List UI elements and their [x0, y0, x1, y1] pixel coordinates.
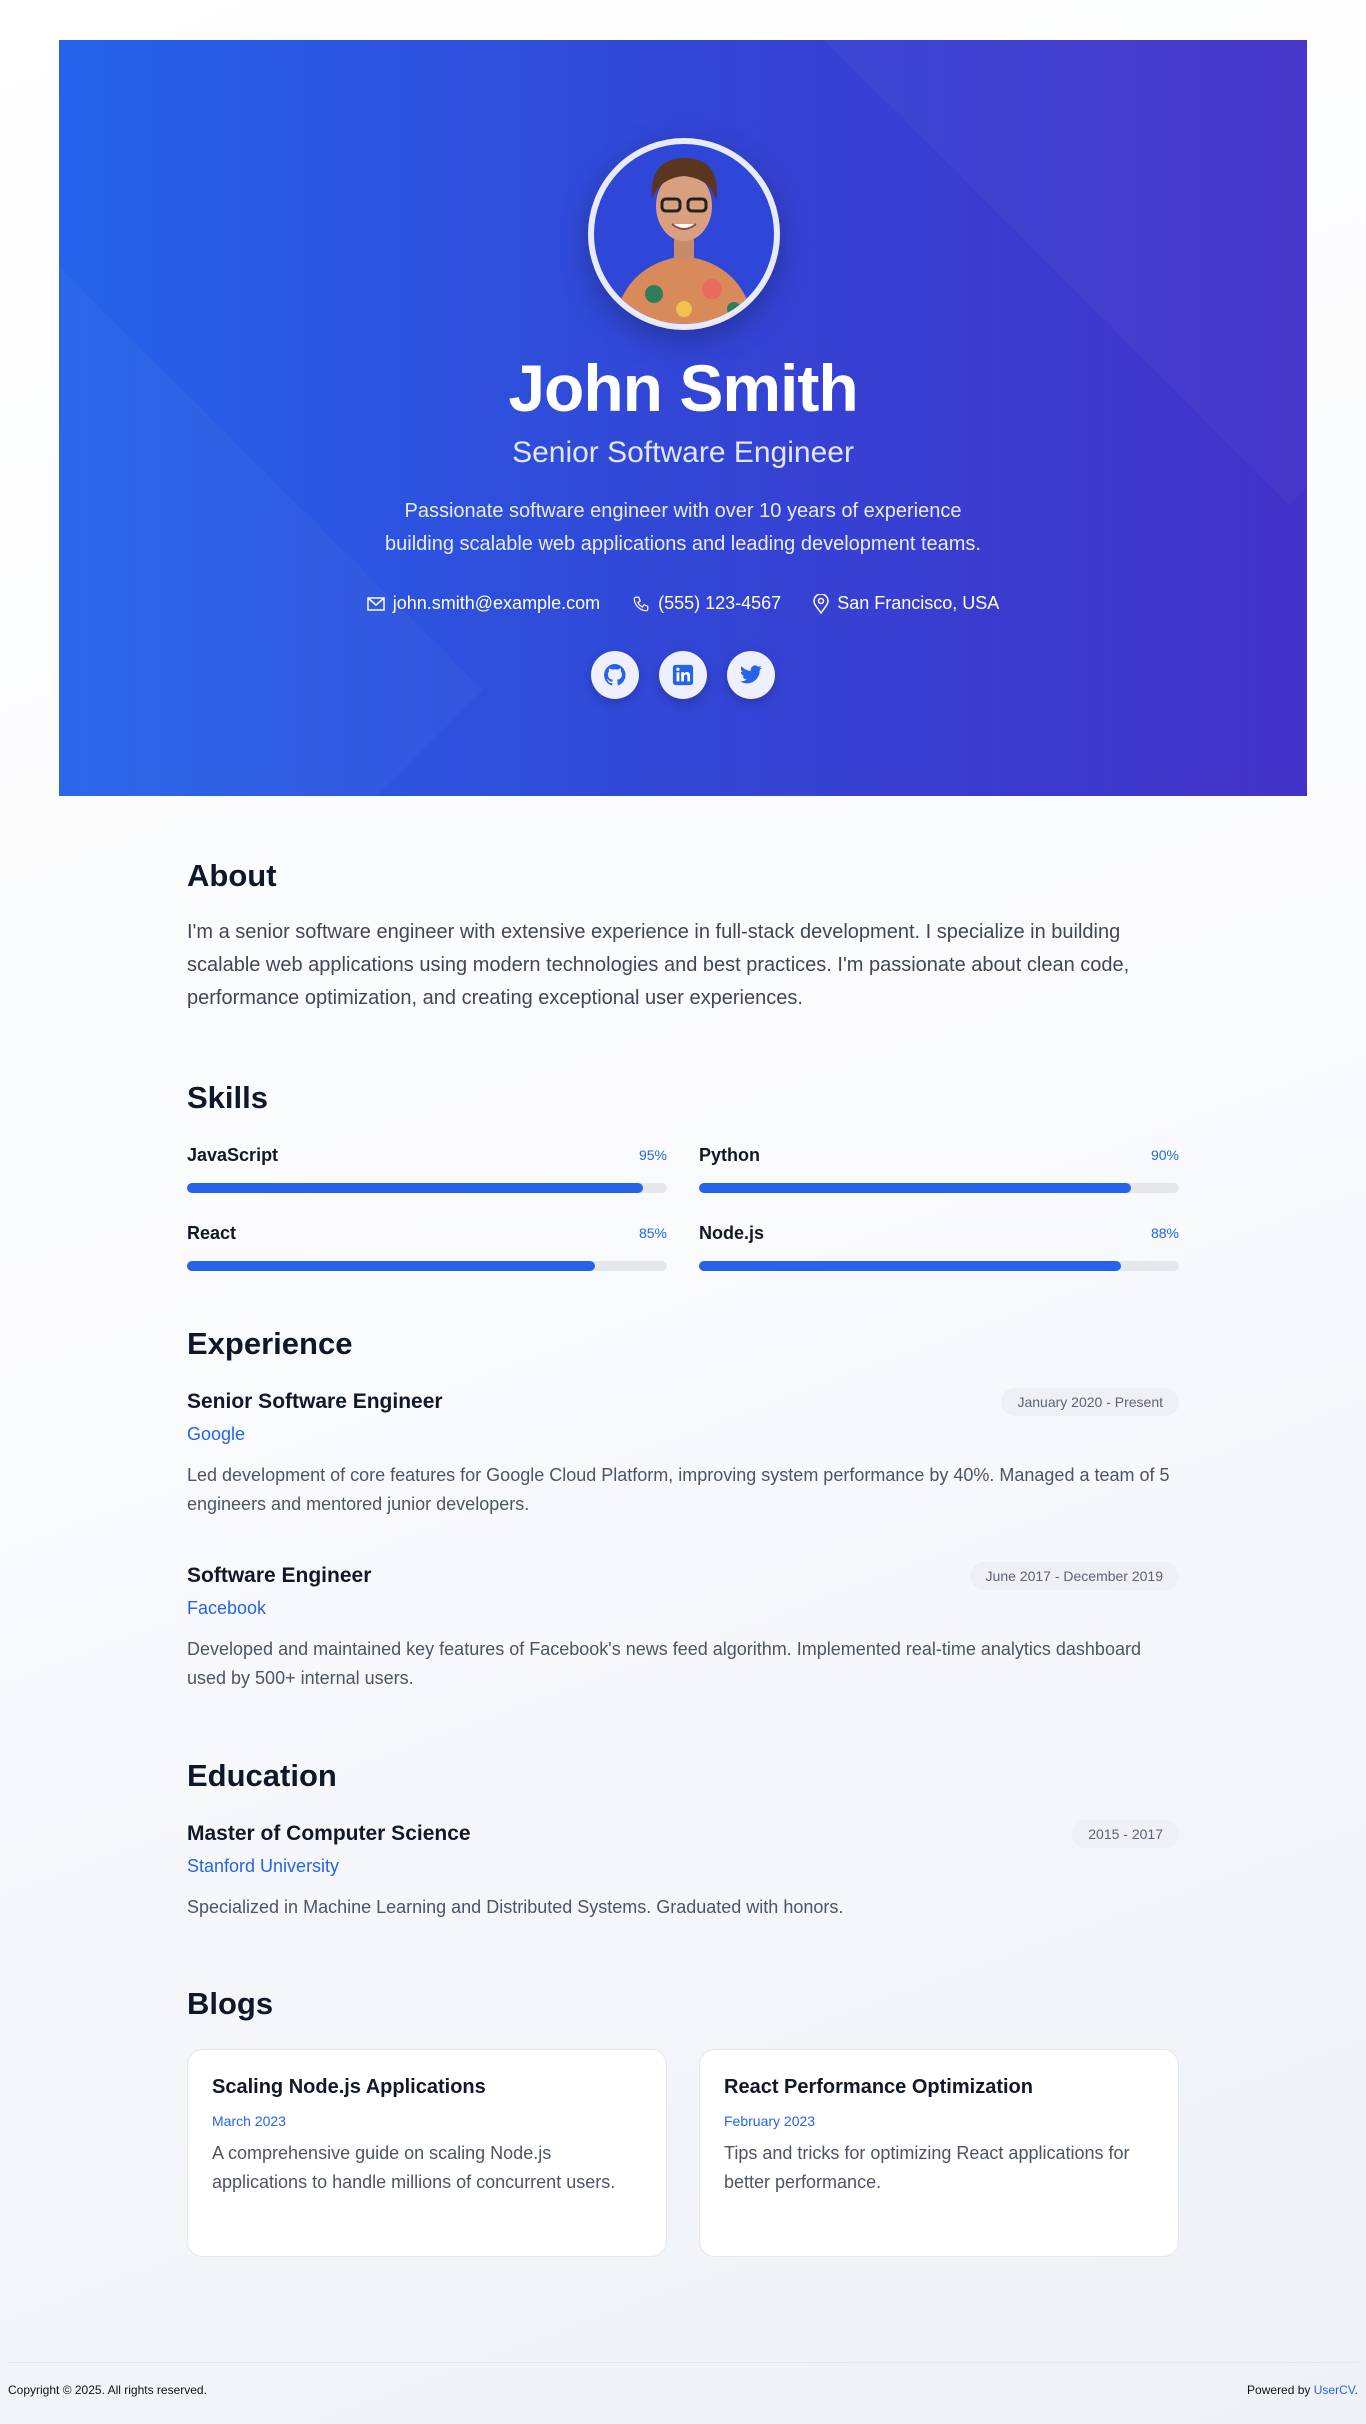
date-badge: January 2020 - Present — [1001, 1388, 1179, 1416]
blog-card[interactable]: React Performance Optimization February … — [699, 2049, 1179, 2257]
job-description: Developed and maintained key features of… — [187, 1639, 1141, 1688]
blog-title: React Performance Optimization — [724, 2076, 1033, 2098]
skill-percent: 95% — [638, 1147, 667, 1163]
skill-name: Python — [699, 1145, 760, 1165]
skill-progress-fill — [699, 1261, 1122, 1271]
job-title: Software Engineer — [187, 1564, 372, 1587]
section-heading: Blogs — [187, 1986, 274, 2021]
skill-progress-bar — [699, 1183, 1179, 1193]
twitter-link[interactable] — [727, 651, 775, 699]
github-icon — [604, 664, 626, 686]
blog-description: A comprehensive guide on scaling Node.js… — [212, 2143, 616, 2192]
blog-description: Tips and tricks for optimizing React app… — [724, 2143, 1130, 2192]
skill-item: React 85% — [187, 1223, 667, 1271]
contact-location: San Francisco, USA — [813, 593, 999, 614]
skill-progress-fill — [187, 1261, 595, 1271]
skills-section: Skills JavaScript 95% Python 90% React 8… — [187, 1080, 1179, 1280]
job-description: Led development of core features for Goo… — [187, 1465, 1170, 1514]
profile-title: Senior Software Engineer — [512, 436, 854, 469]
section-heading: About — [187, 858, 277, 893]
profile-name: John Smith — [508, 351, 858, 425]
contact-info: john.smith@example.com (555) 123-4567 Sa… — [59, 593, 1307, 614]
skill-progress-bar — [187, 1261, 667, 1271]
linkedin-link[interactable] — [659, 651, 707, 699]
skill-progress-fill — [699, 1183, 1131, 1193]
skill-progress-bar — [187, 1183, 667, 1193]
phone-icon — [633, 596, 649, 611]
copyright-text: Copyright © 2025. All rights reserved. — [8, 2383, 207, 2397]
footer: Copyright © 2025. All rights reserved. P… — [8, 2362, 1358, 2397]
phone-text: (555) 123-4567 — [658, 593, 782, 613]
blog-date: March 2023 — [212, 2113, 286, 2129]
about-text: I'm a senior software engineer with exte… — [187, 921, 1130, 1009]
company-name: Facebook — [187, 1598, 267, 1618]
social-links — [59, 651, 1307, 699]
section-heading: Skills — [187, 1080, 268, 1115]
experience-section: Experience Senior Software Engineer Janu… — [187, 1326, 1179, 1726]
education-section: Education Master of Computer Science 201… — [187, 1758, 1179, 1958]
contact-email[interactable]: john.smith@example.com — [366, 593, 601, 614]
about-section: About I'm a senior software engineer wit… — [187, 858, 1179, 1015]
skill-percent: 85% — [638, 1225, 667, 1241]
github-link[interactable] — [591, 651, 639, 699]
section-heading: Experience — [187, 1326, 353, 1361]
company-name: Google — [187, 1424, 246, 1444]
job-title: Senior Software Engineer — [187, 1390, 443, 1413]
contact-phone[interactable]: (555) 123-4567 — [632, 593, 781, 614]
skill-percent: 88% — [1150, 1225, 1179, 1241]
map-pin-icon — [813, 593, 829, 614]
skill-progress-fill — [187, 1183, 643, 1193]
blog-title: Scaling Node.js Applications — [212, 2076, 486, 2098]
hero-header: John Smith Senior Software Engineer Pass… — [59, 40, 1307, 796]
school-name: Stanford University — [187, 1856, 340, 1876]
skill-name: JavaScript — [187, 1145, 279, 1165]
skill-name: React — [187, 1223, 237, 1243]
date-badge: 2015 - 2017 — [1072, 1820, 1179, 1848]
email-text: john.smith@example.com — [392, 593, 601, 613]
skill-percent: 90% — [1150, 1147, 1179, 1163]
blog-card[interactable]: Scaling Node.js Applications March 2023 … — [187, 2049, 667, 2257]
date-badge: June 2017 - December 2019 — [969, 1562, 1179, 1590]
twitter-icon — [740, 665, 762, 684]
section-heading: Education — [187, 1758, 337, 1793]
blog-date: February 2023 — [724, 2113, 816, 2129]
degree-title: Master of Computer Science — [187, 1822, 471, 1845]
experience-item: Senior Software Engineer January 2020 - … — [187, 1388, 1179, 1519]
skill-item: Node.js 88% — [699, 1223, 1179, 1271]
skill-item: JavaScript 95% — [187, 1145, 667, 1193]
linkedin-icon — [672, 664, 694, 686]
experience-item: Software Engineer June 2017 - December 2… — [187, 1562, 1179, 1693]
usercv-link[interactable]: UserCV — [1313, 2383, 1355, 2397]
powered-prefix: Powered by — [1247, 2383, 1314, 2397]
powered-by: Powered by UserCV. — [1247, 2383, 1358, 2397]
mail-icon — [366, 596, 385, 611]
education-item: Master of Computer Science 2015 - 2017 S… — [187, 1820, 1179, 1922]
powered-suffix: . — [1354, 2383, 1358, 2397]
skill-progress-bar — [699, 1261, 1179, 1271]
skill-item: Python 90% — [699, 1145, 1179, 1193]
blogs-section: Blogs Scaling Node.js Applications March… — [187, 1986, 1179, 2266]
profile-tagline: Passionate software engineer with over 1… — [385, 500, 981, 555]
location-text: San Francisco, USA — [837, 593, 1000, 613]
skill-name: Node.js — [699, 1223, 765, 1243]
avatar — [588, 138, 780, 330]
education-description: Specialized in Machine Learning and Dist… — [187, 1897, 844, 1917]
